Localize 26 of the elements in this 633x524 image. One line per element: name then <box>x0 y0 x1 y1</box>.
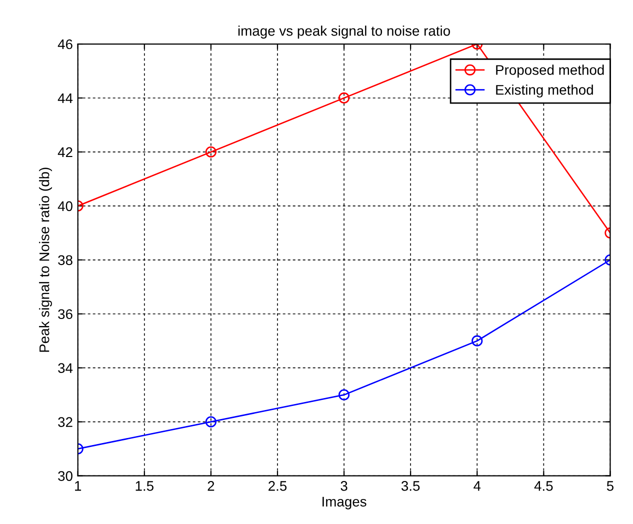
x-tick-label: 1 <box>75 481 82 491</box>
y-tick-label: 46 <box>58 39 72 50</box>
x-tick-label: 4.5 <box>534 481 553 491</box>
y-tick-label: 32 <box>58 417 72 427</box>
y-tick-label: 30 <box>58 471 72 481</box>
point <box>472 335 483 346</box>
x-tick-label: 1.5 <box>136 481 154 491</box>
legend-label: Proposed method <box>496 64 604 78</box>
y-tick-label: 36 <box>58 309 72 320</box>
x-tick-label: 3 <box>340 481 348 491</box>
y-tick-label: 38 <box>58 255 72 266</box>
y-tick-label: 44 <box>58 93 73 104</box>
x-tick-label: 4 <box>474 481 481 491</box>
x-tick-label: 3.5 <box>401 481 420 491</box>
y-tick-label: 34 <box>58 363 73 374</box>
x-tick-label: 2 <box>208 481 214 491</box>
x-tick-label: 5 <box>606 481 614 491</box>
x-axis-title: Images <box>322 496 366 510</box>
y-tick-label: 42 <box>58 147 72 157</box>
chart-title: image vs peak signal to noise ratio <box>238 26 450 39</box>
point <box>205 416 217 428</box>
y-tick-label: 40 <box>58 201 72 212</box>
point <box>338 389 350 400</box>
y-axis-title: Peak signal to Noise ratio (db) <box>39 168 52 352</box>
legend-label: Existing method <box>496 84 593 98</box>
x-tick-label: 2.5 <box>268 481 287 491</box>
